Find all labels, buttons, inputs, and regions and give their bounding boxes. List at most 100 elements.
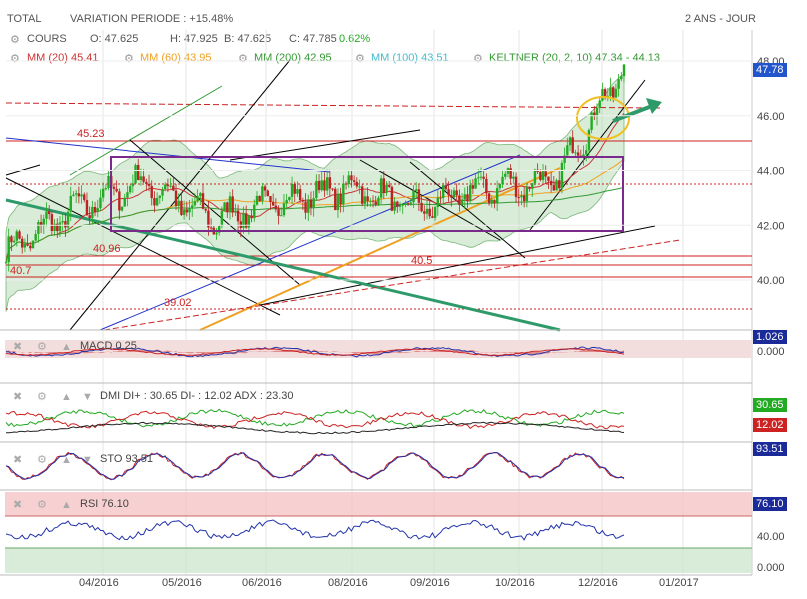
candle-body [509, 168, 512, 179]
candle-body [522, 195, 526, 202]
candle-body [439, 197, 442, 199]
candle-body [77, 193, 81, 197]
candle-body [10, 236, 13, 243]
candle-body [180, 200, 183, 215]
rsi-oversold-zone [5, 548, 752, 573]
candle-body [415, 189, 418, 191]
candle-body [231, 196, 234, 213]
gear-icon[interactable]: ⚙ [37, 499, 47, 511]
sto-label: STO 93.51 [100, 453, 153, 465]
high-value: H: 47.925 [170, 33, 218, 45]
arrow-down-icon[interactable]: ▼ [82, 391, 93, 403]
macd-histogram [6, 349, 624, 355]
gear-icon[interactable]: ⚙ [37, 454, 47, 466]
trendline [5, 177, 281, 316]
candle-body [485, 178, 488, 194]
gear-icon[interactable]: ⚙ [10, 34, 20, 46]
candle-body [215, 232, 218, 235]
gear-icon[interactable]: ⚙ [124, 53, 134, 65]
candle-body [390, 186, 394, 211]
candle-body [301, 200, 305, 202]
candle-body [69, 195, 72, 212]
arrow-up-icon[interactable]: ▲ [61, 454, 72, 466]
period-label[interactable]: 2 ANS - JOUR [685, 13, 756, 25]
candle-body [317, 180, 321, 191]
candle-body [528, 187, 531, 189]
candle-body [468, 185, 472, 202]
candle-body [236, 210, 240, 222]
candle-body [145, 181, 148, 184]
candle-body [39, 222, 43, 226]
candle-body [409, 202, 413, 204]
candle-body [293, 183, 296, 194]
close-icon[interactable]: ✖ [13, 341, 23, 353]
breakout-arrowhead [646, 98, 662, 114]
candle-body [401, 204, 404, 206]
candle-body [328, 177, 332, 189]
candle-body [258, 195, 261, 202]
candle-body [431, 216, 434, 218]
gear-icon[interactable]: ⚙ [473, 53, 483, 65]
macd-label: MACD 0.25 [80, 340, 137, 352]
candle-body [352, 180, 356, 182]
arrow-up-icon[interactable]: ▲ [61, 391, 72, 403]
arrow-up-icon[interactable]: ▲ [61, 341, 72, 353]
stochastic-d-line [5, 452, 625, 480]
candle-body [512, 176, 515, 179]
candle-body [161, 189, 164, 196]
candle-body [347, 175, 350, 185]
candle-body [169, 185, 172, 187]
candle-body [423, 211, 426, 214]
trendline [5, 102, 661, 109]
gear-icon[interactable]: ⚙ [10, 53, 20, 65]
candle-body [396, 201, 399, 207]
candle-body [7, 236, 10, 263]
candle-body [47, 211, 51, 215]
candle-body [217, 226, 221, 233]
close-icon[interactable]: ✖ [13, 391, 23, 403]
candle-body [15, 231, 18, 241]
candle-body [568, 137, 572, 146]
arrow-down-icon[interactable]: ▼ [82, 454, 93, 466]
gear-icon[interactable]: ⚙ [355, 53, 365, 65]
candle-body [199, 193, 202, 197]
candle-body [185, 209, 189, 213]
candle-body [96, 208, 99, 212]
mm200-line [5, 186, 625, 263]
candle-body [88, 215, 91, 219]
candle-body [20, 238, 24, 248]
rsi-overbought-zone [5, 492, 752, 516]
candle-body [377, 197, 380, 205]
mm20-line [5, 113, 625, 263]
candle-body [447, 189, 450, 196]
gear-icon[interactable]: ⚙ [37, 341, 47, 353]
close-icon[interactable]: ✖ [13, 454, 23, 466]
candle-body [18, 231, 21, 239]
candle-body [622, 64, 626, 77]
candle-body [201, 193, 205, 209]
candle-body [56, 223, 59, 232]
dmi-plus-tag: 30.65 [753, 398, 787, 412]
change-value: 0.62% [339, 33, 371, 45]
candle-body [74, 193, 78, 195]
candle-body [585, 150, 588, 155]
macd-signal-line [5, 347, 625, 356]
candle-body [142, 176, 145, 182]
candle-body [126, 192, 129, 198]
y-tick-label: 40.00 [757, 275, 785, 287]
close-icon[interactable]: ✖ [13, 499, 23, 511]
gear-icon[interactable]: ⚙ [37, 391, 47, 403]
candle-body [50, 214, 54, 231]
candle-body [398, 205, 402, 207]
close-value: C: 47.785 [289, 33, 337, 45]
rsi-tick: 40.00 [757, 531, 785, 543]
candle-body [514, 176, 518, 198]
trendline [529, 79, 646, 231]
arrow-up-icon[interactable]: ▲ [61, 499, 72, 511]
rsi-value-tag: 76.10 [753, 497, 787, 511]
candle-body [379, 178, 383, 198]
candle-body [603, 89, 607, 98]
candle-body [153, 198, 156, 206]
gear-icon[interactable]: ⚙ [238, 53, 248, 65]
